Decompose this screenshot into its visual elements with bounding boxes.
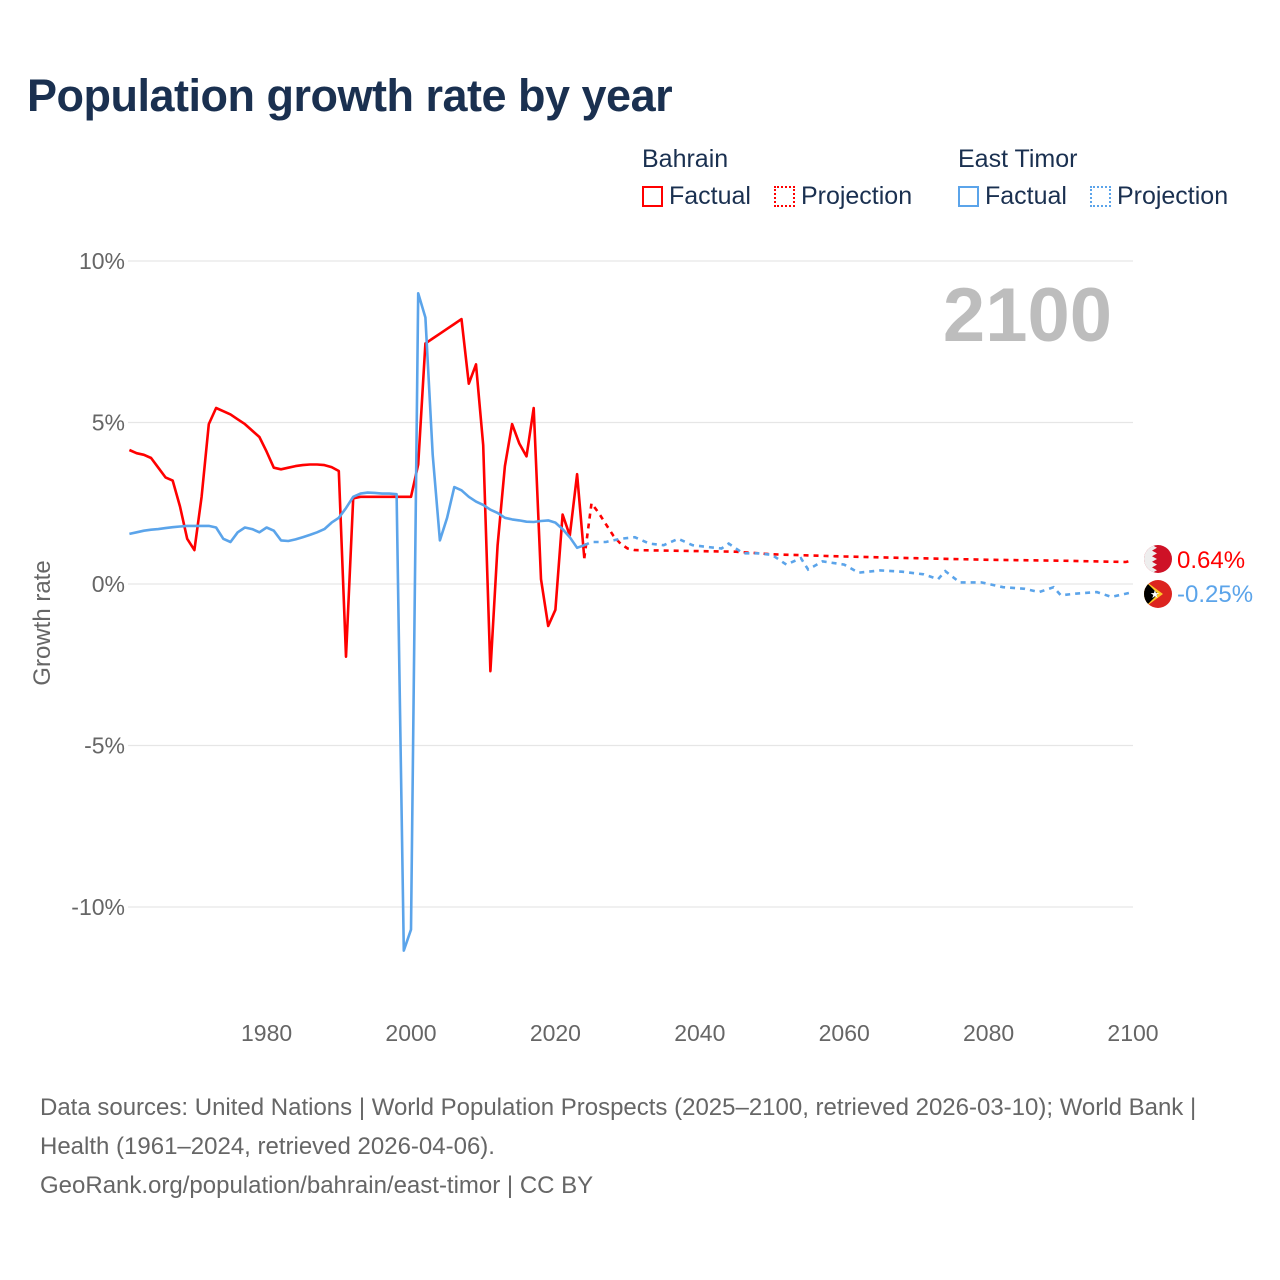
legend-label: Factual [985, 182, 1067, 210]
credit: GeoRank.org/population/bahrain/east-timo… [40, 1172, 594, 1199]
x-tick-label: 2100 [1107, 1020, 1158, 1046]
chart-title: Population growth rate by year [27, 70, 673, 121]
flag-yellow [1144, 580, 1163, 608]
x-tick-label: 2040 [674, 1020, 725, 1046]
y-tick-label: -5% [84, 733, 125, 759]
bahrain-factual-line [128, 317, 586, 673]
dotted-swatch-icon [1089, 186, 1111, 207]
flag-field [1144, 580, 1172, 608]
y-tick-label: -10% [71, 894, 125, 920]
data-sources: Data sources: United Nations | World Pop… [40, 1094, 1197, 1160]
legend-country: East Timor [958, 145, 1078, 173]
bahrain-projection-line [583, 499, 1134, 564]
solid-swatch-icon [642, 186, 663, 207]
legend-label: Projection [1116, 182, 1229, 210]
x-tick-label: 2000 [385, 1020, 436, 1046]
east-timor-end-label: -0.25% [1177, 581, 1253, 608]
east-timor-flag-icon [1144, 580, 1172, 608]
current-year-label: 2100 [942, 273, 1112, 358]
flag-star: ★ [1150, 589, 1160, 601]
legend-east-timor-projection[interactable]: Projection [1089, 182, 1229, 211]
bahrain-flag-icon [1144, 545, 1172, 573]
flag-white-band [1144, 545, 1157, 573]
east-timor-projection-line [583, 535, 1134, 599]
flag-black [1144, 580, 1158, 608]
y-tick-label: 5% [92, 410, 125, 436]
legend-east-timor: East Timor Factual Projection [958, 145, 1228, 214]
solid-swatch-icon [958, 186, 979, 207]
x-tick-label: 1980 [241, 1020, 292, 1046]
y-tick-label: 0% [92, 571, 125, 597]
y-tick-label: 10% [79, 248, 125, 274]
legend-bahrain: Bahrain Factual Projection [642, 145, 928, 214]
flag-field [1144, 545, 1172, 573]
x-tick-label: 2020 [530, 1020, 581, 1046]
legend-country: Bahrain [642, 145, 729, 173]
legend-label: Factual [669, 182, 751, 210]
footer: Data sources: United Nations | World Pop… [40, 1088, 1240, 1205]
x-tick-label: 2080 [963, 1020, 1014, 1046]
y-axis-label: Growth rate [29, 560, 56, 685]
dotted-swatch-icon [773, 186, 795, 207]
legend-bahrain-projection[interactable]: Projection [773, 182, 913, 211]
legend-label: Projection [800, 182, 913, 210]
x-tick-label: 2060 [819, 1020, 870, 1046]
legend-bahrain-factual[interactable]: Factual [642, 182, 751, 211]
east-timor-factual-line [129, 291, 585, 952]
bahrain-end-label: 0.64% [1177, 547, 1245, 574]
legend-east-timor-factual[interactable]: Factual [958, 182, 1067, 211]
